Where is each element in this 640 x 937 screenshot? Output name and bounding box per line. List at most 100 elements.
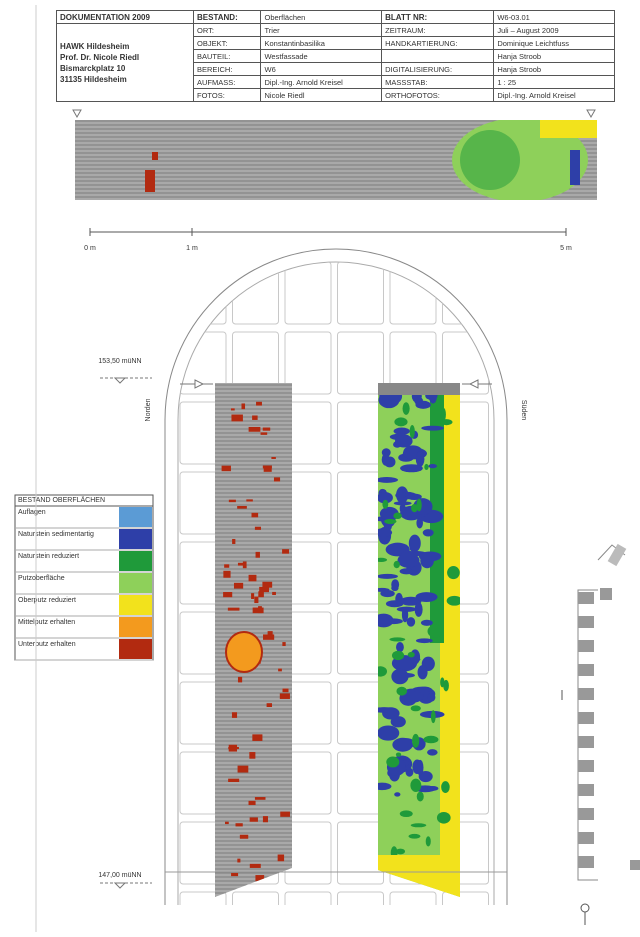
area bbox=[400, 464, 423, 472]
damage bbox=[249, 427, 261, 432]
area bbox=[424, 464, 428, 470]
area bbox=[391, 669, 408, 684]
damage bbox=[253, 608, 264, 614]
pane bbox=[443, 892, 489, 937]
field-label bbox=[382, 50, 494, 63]
field-value: Oberflächen bbox=[261, 11, 382, 24]
legend-label: Oberputz reduziert bbox=[18, 597, 76, 604]
marker bbox=[587, 110, 595, 117]
field-value: Dipl.-Ing. Arnold Kreisel bbox=[494, 89, 615, 102]
damage bbox=[256, 402, 262, 406]
area bbox=[408, 652, 415, 657]
institution-line: Bismarckplatz 10 bbox=[60, 63, 190, 74]
pane bbox=[233, 262, 279, 324]
plan-pillar bbox=[578, 784, 594, 796]
pane bbox=[338, 752, 384, 814]
legend-swatch bbox=[119, 595, 152, 615]
damage bbox=[280, 812, 290, 817]
area bbox=[396, 642, 404, 652]
damage bbox=[232, 712, 237, 718]
field-label: HANDKARTIERUNG: bbox=[382, 37, 494, 50]
area bbox=[421, 426, 444, 431]
field-label: MASSSTAB: bbox=[382, 76, 494, 89]
area bbox=[373, 783, 391, 790]
pane bbox=[338, 892, 384, 937]
damage bbox=[234, 583, 243, 589]
damage bbox=[250, 817, 258, 821]
area bbox=[396, 687, 407, 696]
damage bbox=[246, 499, 253, 501]
area bbox=[415, 602, 423, 617]
plan-pillar bbox=[600, 588, 612, 600]
area bbox=[406, 768, 414, 777]
pane bbox=[390, 262, 436, 324]
legend-label: Unterputz erhalten bbox=[18, 641, 76, 648]
damage bbox=[255, 527, 261, 530]
area bbox=[416, 451, 425, 466]
legend-label: Naturstein sedimentartig bbox=[18, 531, 94, 538]
legend-swatch bbox=[119, 529, 152, 549]
damage bbox=[278, 669, 282, 672]
area bbox=[378, 383, 460, 395]
height-label: 153,50 müNN bbox=[98, 358, 141, 365]
pane bbox=[338, 332, 384, 394]
damage bbox=[249, 575, 257, 582]
area bbox=[426, 836, 431, 846]
institution-line: 31135 Hildesheim bbox=[60, 74, 190, 85]
page: 0 m1 m5 m153,50 müNN147,00 müNNNordenSüd… bbox=[0, 0, 640, 937]
area bbox=[417, 760, 424, 776]
pane bbox=[338, 612, 384, 674]
marker bbox=[73, 110, 81, 117]
field-value: Juli – August 2009 bbox=[494, 24, 615, 37]
damage bbox=[231, 415, 242, 422]
damage bbox=[238, 677, 242, 683]
field-value: Nicole Riedl bbox=[261, 89, 382, 102]
area bbox=[394, 501, 412, 505]
area bbox=[460, 130, 520, 190]
plan-pillar bbox=[578, 856, 594, 868]
height-label: 147,00 müNN bbox=[98, 872, 141, 879]
plan-pillar bbox=[578, 616, 594, 628]
area bbox=[407, 617, 415, 626]
area bbox=[395, 492, 406, 498]
pane bbox=[443, 262, 489, 324]
plan-pillar bbox=[578, 640, 594, 652]
damage bbox=[231, 873, 238, 876]
area bbox=[411, 504, 418, 512]
pane bbox=[285, 892, 331, 937]
pane bbox=[285, 262, 331, 324]
area bbox=[396, 753, 401, 757]
scale-label: 1 m bbox=[186, 245, 198, 252]
field-value: Dominique Leichtfuss bbox=[494, 37, 615, 50]
area bbox=[400, 810, 413, 817]
area bbox=[423, 529, 434, 536]
area bbox=[416, 592, 438, 602]
area bbox=[410, 779, 421, 792]
field-label: BEREICH: bbox=[194, 63, 261, 76]
legend-label: Naturstein reduziert bbox=[18, 553, 79, 560]
legend-label: Mittelputz erhalten bbox=[18, 619, 75, 626]
legend-title: BESTAND OBERFLÄCHEN bbox=[18, 496, 105, 504]
area bbox=[374, 666, 387, 676]
area bbox=[442, 408, 446, 421]
height-marker bbox=[115, 883, 125, 888]
damage bbox=[256, 552, 260, 558]
damage bbox=[254, 597, 258, 603]
area bbox=[377, 725, 399, 740]
area bbox=[427, 786, 438, 791]
area bbox=[411, 705, 421, 711]
damage bbox=[267, 703, 272, 707]
area bbox=[409, 535, 421, 552]
damage bbox=[274, 477, 280, 481]
field-label: DIGITALISIERUNG: bbox=[382, 63, 494, 76]
institution-line: Prof. Dr. Nicole Riedl bbox=[60, 52, 190, 63]
area bbox=[371, 707, 397, 713]
area bbox=[428, 464, 436, 468]
legend-label: Putzoberfläche bbox=[18, 575, 65, 582]
area bbox=[395, 434, 413, 447]
damage bbox=[268, 631, 273, 636]
plan-pillar bbox=[578, 808, 594, 820]
area bbox=[386, 756, 399, 767]
damage bbox=[250, 864, 261, 868]
